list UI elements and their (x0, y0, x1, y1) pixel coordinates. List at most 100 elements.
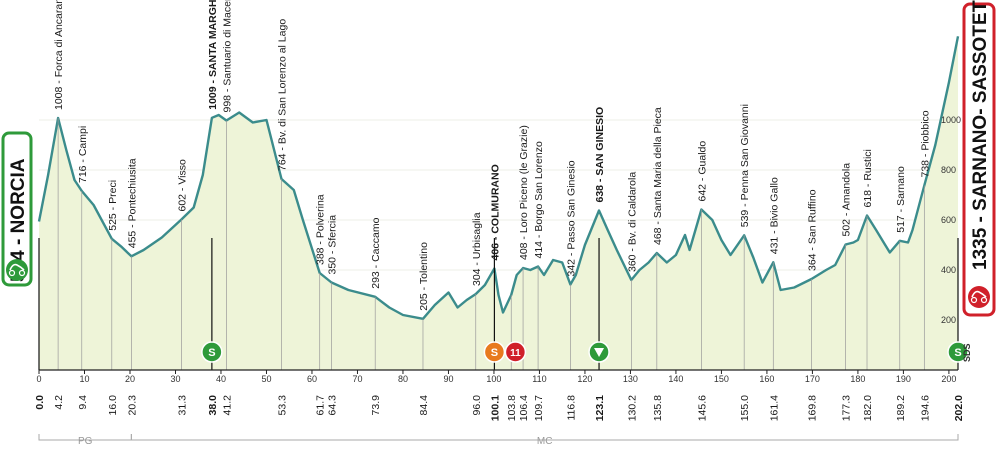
start-label: 594 - NORCIA (8, 158, 29, 282)
x-tick-label: 70 (352, 374, 362, 384)
x-tick-label: 150 (714, 374, 729, 384)
km-label: 38.0 (207, 395, 219, 416)
waypoint-label: 360 - Bv. di Caldarola (626, 172, 638, 272)
waypoint-label: 764 - Bv. di San Lorenzo al Lago (276, 19, 288, 171)
region-labels: PG MC (38, 434, 959, 447)
waypoint-label: 618 - Rustici (862, 149, 874, 207)
km-label: 130.2 (626, 395, 638, 421)
x-tick-label: 100 (486, 374, 501, 384)
finish-icon (968, 286, 990, 308)
km-label: 73.9 (370, 395, 382, 416)
waypoint-label: 502 - Amandola (841, 163, 853, 237)
waypoint-label: 642 - Gualdo (696, 141, 708, 202)
waypoint-label: 1009 - SANTA MARGHERITA (207, 0, 219, 110)
km-label: 177.3 (841, 395, 853, 421)
markers: S S 11 S SDS (201, 341, 972, 363)
x-tick-label: 80 (398, 374, 408, 384)
x-tick-label: 160 (759, 374, 774, 384)
finish-badge: 1335 - SARNANO- SASSOTETTO (962, 0, 996, 317)
x-tick-label: 0 (36, 374, 41, 384)
km-label: 182.0 (862, 395, 874, 421)
x-tick-label: 10 (79, 374, 89, 384)
x-tick-label: 120 (577, 374, 592, 384)
y-tick-label: 1000 (941, 115, 961, 125)
x-tick-label: 50 (261, 374, 271, 384)
x-tick-label: 90 (443, 374, 453, 384)
km-label: 84.4 (418, 395, 430, 416)
sds-label: SDS (962, 343, 972, 362)
waypoint-label: 539 - Penna San Giovanni (739, 104, 751, 227)
waypoint-label: 406 - COLMURANO (489, 164, 501, 260)
km-label: 31.3 (176, 395, 188, 416)
waypoint-label: 350 - Sfercia (327, 215, 339, 275)
km-label: 103.8 (506, 395, 518, 421)
sprint-icon-text: S (208, 347, 215, 359)
x-tick-label: 180 (850, 374, 865, 384)
y-tick-label: 600 (941, 215, 956, 225)
km-label: 145.6 (696, 395, 708, 421)
x-axis: 0 10 20 30 40 50 60 70 80 90 100 110 120 130 140 150 160… (36, 369, 958, 384)
km-label: 16.0 (107, 395, 119, 416)
y-tick-label: 800 (941, 165, 956, 175)
km-label: 109.7 (533, 395, 545, 421)
km-label: 20.3 (126, 395, 138, 416)
waypoint-label: 431 - Bivio Gallo (768, 177, 780, 254)
waypoint-label: 998 - Santuario di Macereto (221, 0, 233, 113)
gpm-icon-text: S (491, 347, 498, 359)
km-label: 123.1 (594, 395, 606, 421)
waypoint-label: 293 - Caccamo (370, 217, 382, 288)
waypoint-label: 716 - Campi (77, 126, 89, 183)
waypoint-label: 517 - Sarnano (895, 166, 907, 233)
km-label: 4.2 (53, 395, 65, 410)
feed-zone-arrow (594, 348, 605, 357)
waypoint-label: 602 - Visso (176, 159, 188, 211)
km-label: 155.0 (739, 395, 751, 421)
km-label: 96.0 (471, 395, 483, 416)
waypoint-label: 342 - Passo San Ginesio (565, 160, 577, 276)
y-tick-label: 400 (941, 265, 956, 275)
bonus-icon (504, 341, 527, 363)
waypoint-label: 414 - Borgo San Lorenzo (533, 141, 545, 258)
km-label: 189.2 (895, 395, 907, 421)
region-label: PG (78, 436, 93, 447)
x-tick-label: 190 (896, 374, 911, 384)
elevation-fill (39, 36, 958, 371)
waypoint-label: 388 - Polverina (315, 194, 327, 265)
gpm-icon (483, 341, 506, 363)
finish-label: 1335 - SARNANO- SASSOTETTO (970, 0, 991, 270)
y-axis-ticks: 200 400 600 800 1000 (941, 115, 961, 325)
region-bracket (130, 434, 959, 441)
sprint-icon (201, 341, 223, 363)
waypoint-label: 638 - SAN GINESIO (594, 107, 606, 203)
x-tick-label: 110 (532, 374, 546, 384)
km-label: 64.3 (327, 395, 339, 416)
km-label: 61.7 (315, 395, 327, 416)
km-label: 0.0 (34, 395, 46, 410)
region-label: MC (537, 436, 553, 447)
km-label: 100.1 (489, 395, 501, 421)
waypoint-label: 1008 - Forca di Ancarano (53, 0, 65, 110)
x-tick-label: 20 (125, 374, 135, 384)
km-label: 135.8 (652, 395, 664, 421)
y-tick-label: 200 (941, 315, 956, 325)
waypoint-label: 738 - Piobbico (919, 110, 931, 177)
start-badge: 594 - NORCIA (1, 131, 33, 287)
finish-sprint-icon-text: S (954, 347, 961, 359)
km-label: 169.8 (807, 395, 819, 421)
x-tick-label: 40 (216, 374, 226, 384)
km-label: 9.4 (77, 395, 89, 410)
km-label: 202.0 (953, 395, 965, 421)
km-label: 116.8 (565, 395, 577, 421)
start-icon (6, 259, 28, 281)
x-tick-label: 60 (307, 374, 317, 384)
waypoint-label: 468 - Santa Maria della Pieca (652, 107, 664, 245)
km-label: 161.4 (768, 395, 780, 421)
x-tick-label: 140 (668, 374, 683, 384)
km-label: 194.6 (919, 395, 931, 421)
bonus-icon-text: 11 (510, 348, 521, 359)
waypoint-label: 205 - Tolentino (418, 242, 430, 311)
km-labels: 0.0 4.2 9.4 16.0 20.3 31.3 38.0 41.2 53.3 61.7 64.… (34, 395, 965, 421)
x-tick-label: 200 (941, 374, 956, 384)
waypoint-label: 455 - Pontechiusita (126, 158, 138, 248)
